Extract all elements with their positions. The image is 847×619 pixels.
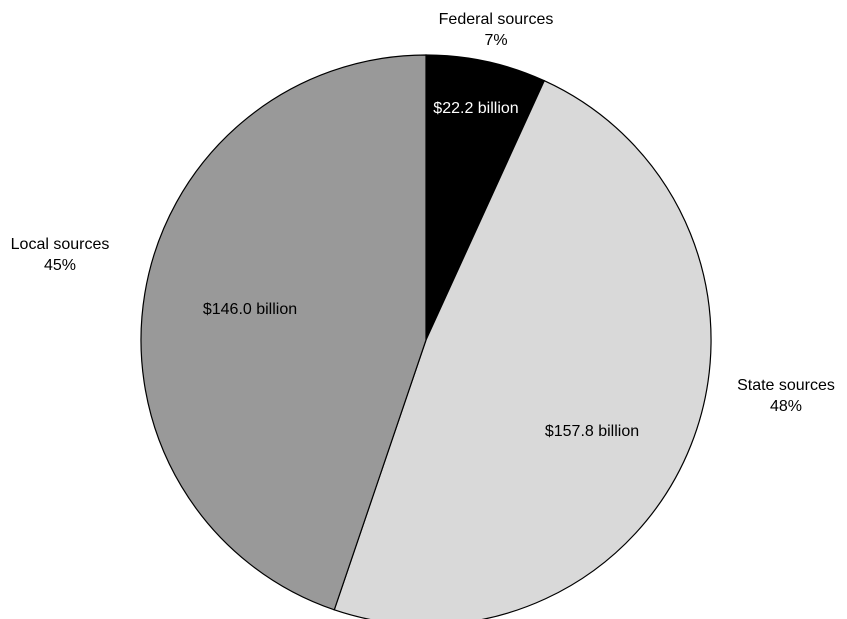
slice-value-label: $157.8 billion xyxy=(545,423,639,440)
slice-percent: 48% xyxy=(770,398,802,415)
labels-layer: Federal sources 7% $22.2 billion State sour… xyxy=(11,11,835,440)
slice-name: State sources xyxy=(737,377,835,394)
pie-slice-federal-sources xyxy=(425,54,546,341)
pie-slice-state-sources xyxy=(333,79,712,619)
slice-percent: 45% xyxy=(44,257,76,274)
slices-layer xyxy=(140,54,712,619)
slice-name: Federal sources xyxy=(439,11,554,28)
slice-percent: 7% xyxy=(484,32,507,49)
pie-slice-local-sources xyxy=(140,54,427,611)
slice-category-label: Federal sources 7% xyxy=(439,11,554,49)
slice-category-label: State sources 48% xyxy=(737,377,835,415)
slice-name: Local sources xyxy=(11,236,110,253)
slice-value-label: $22.2 billion xyxy=(433,100,518,117)
slice-value-label: $146.0 billion xyxy=(203,301,297,318)
slice-category-label: Local sources 45% xyxy=(11,236,110,274)
